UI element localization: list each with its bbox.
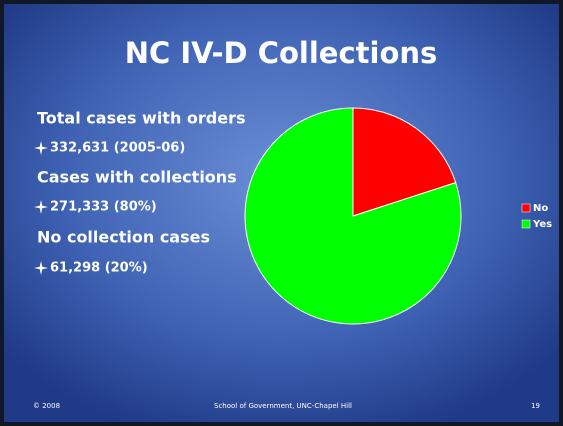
footer-right: 19 (531, 402, 540, 410)
bullet-icon (34, 261, 48, 275)
bullet-icon (34, 141, 48, 155)
sub-bullet: 332,631 (2005-06) (50, 141, 185, 156)
sub-bullet: 271,333 (80%) (50, 200, 157, 215)
bullet: Total cases with orders (37, 109, 246, 128)
bullet: Cases with collections (37, 168, 237, 187)
footer-left: © 2008 (33, 402, 60, 410)
bullet: No collection cases (37, 228, 210, 247)
legend-swatch (521, 219, 531, 229)
footer-center: School of Government, UNC-Chapel Hill (214, 402, 352, 410)
pie-slice (352, 107, 457, 217)
slide-title: NC IV-D Collections (125, 36, 438, 70)
pie-slice (244, 107, 462, 325)
legend-swatch (521, 203, 531, 213)
legend-label: No (533, 203, 548, 214)
legend-label: Yes (532, 219, 552, 230)
sub-bullet: 61,298 (20%) (50, 261, 148, 276)
bullet-icon (34, 200, 48, 214)
pie-chart: No Yes (244, 107, 552, 325)
